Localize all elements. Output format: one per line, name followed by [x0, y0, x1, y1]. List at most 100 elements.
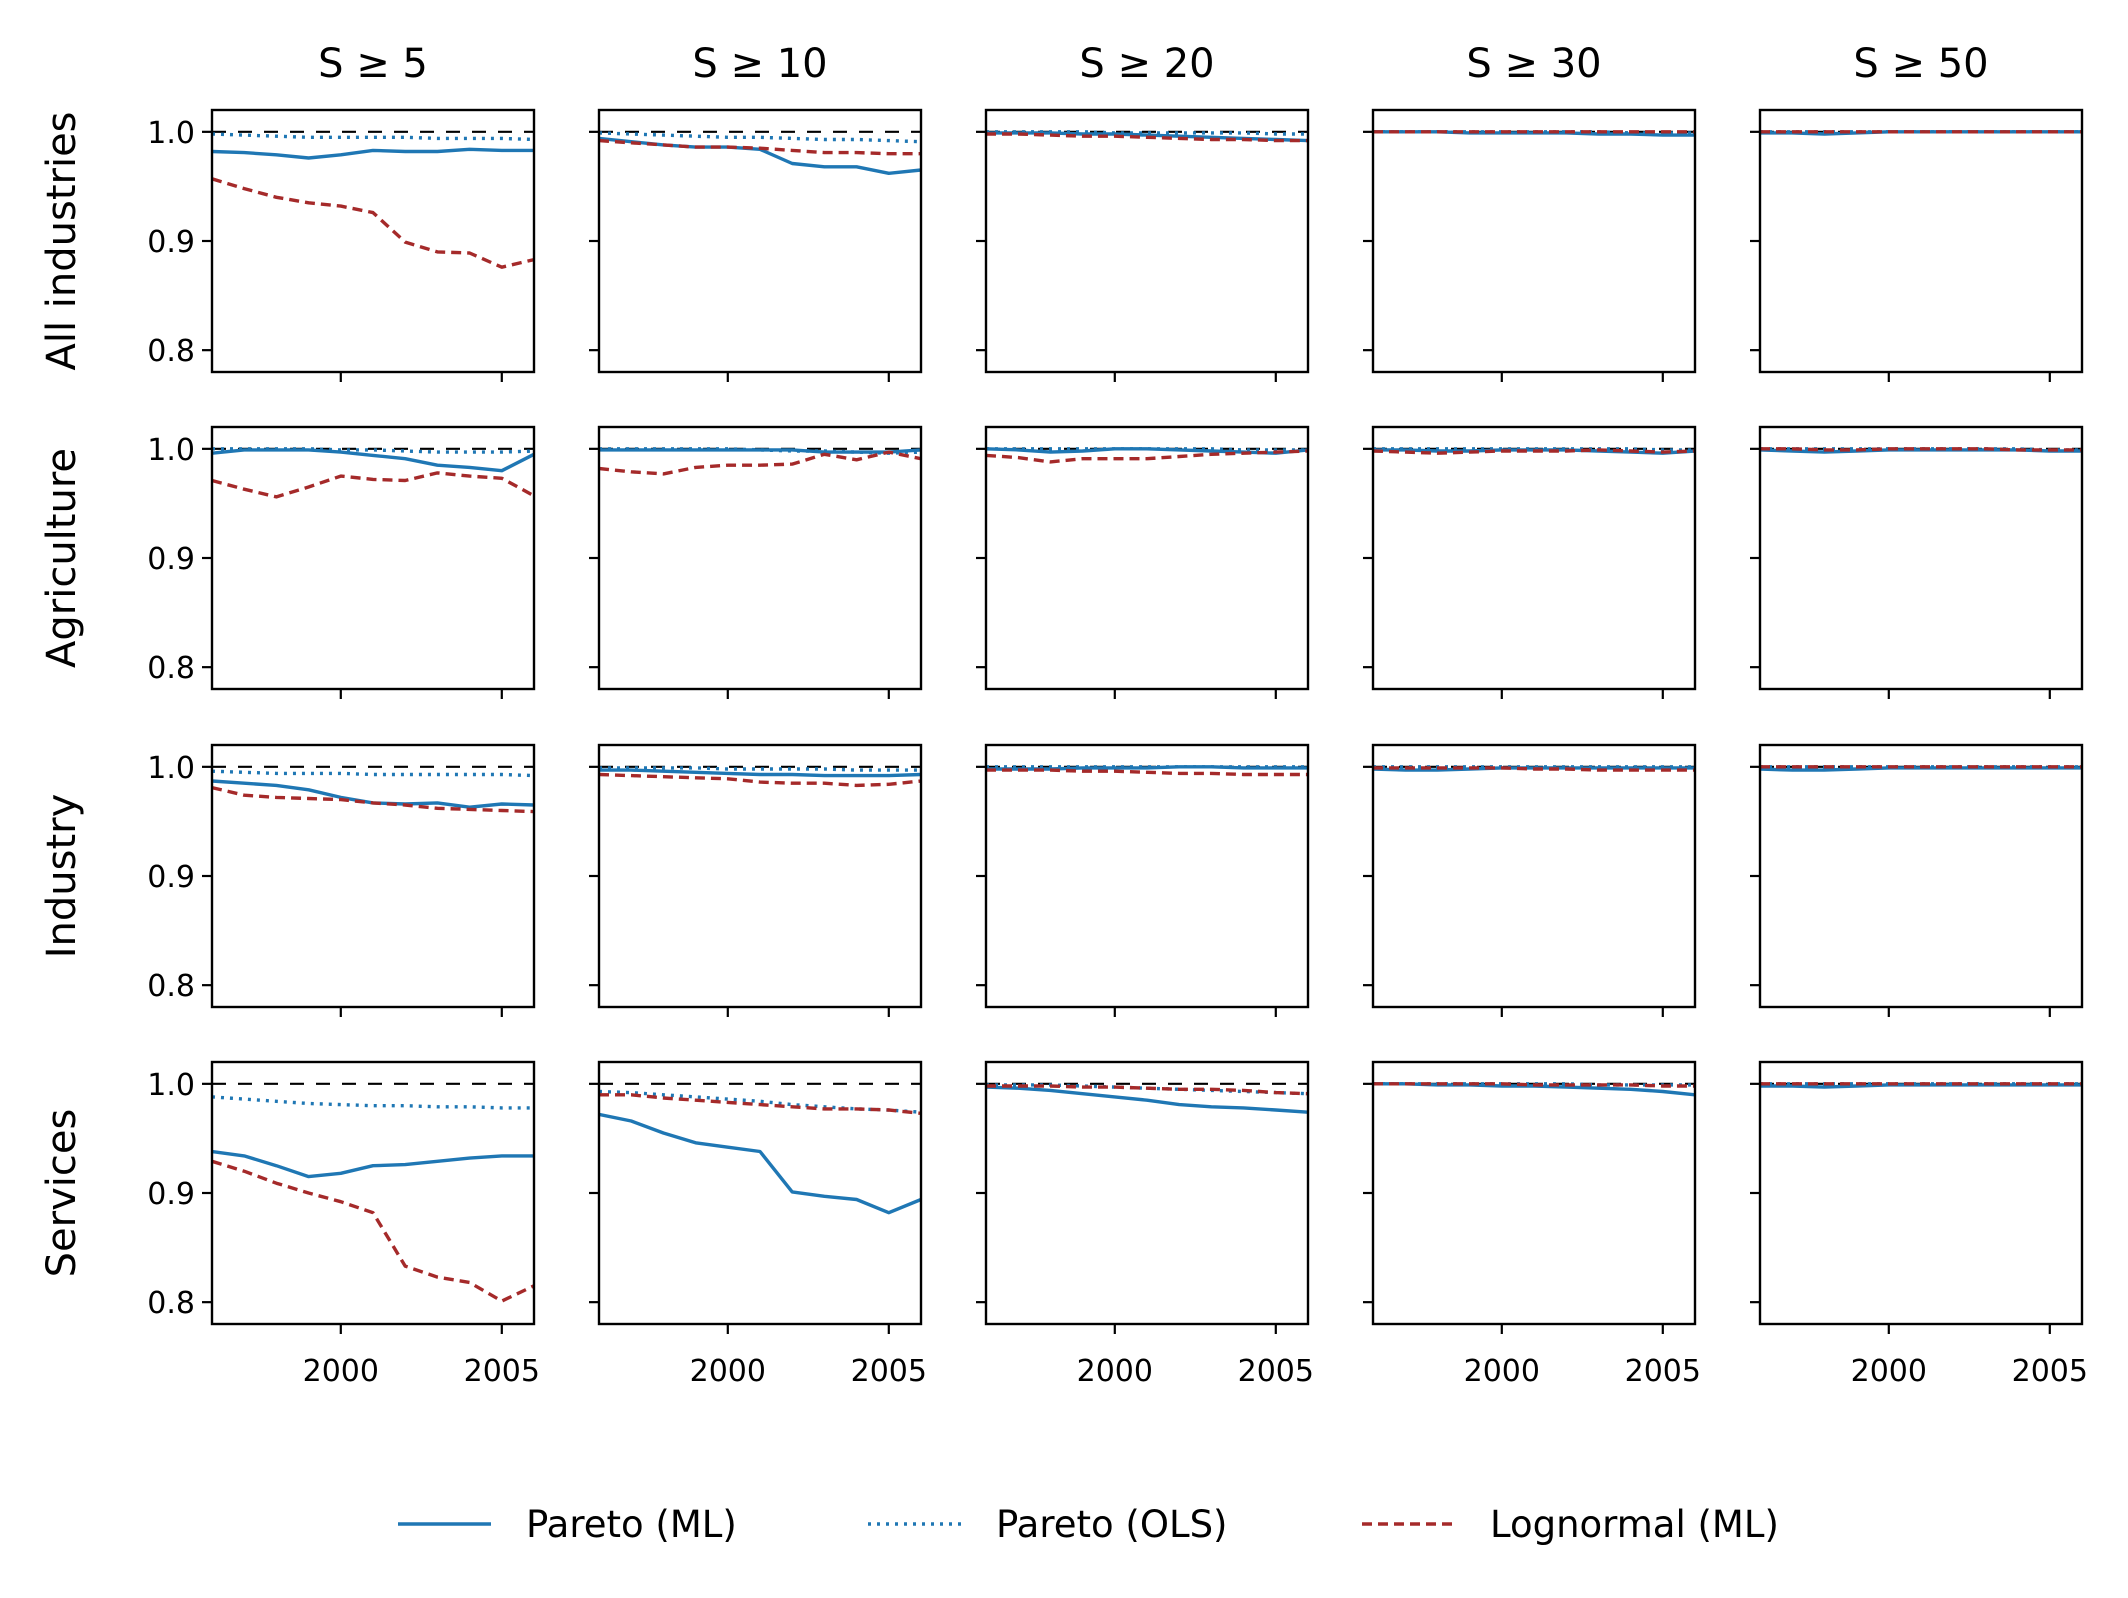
series-line-pareto-ml — [599, 768, 921, 778]
series-line-pareto-ml — [599, 1112, 921, 1215]
series-line-lognormal-ml — [986, 1084, 1308, 1096]
panel-r0-c4: S ≥ 50 — [1750, 41, 2084, 382]
panel-r0-c3: S ≥ 30 — [1363, 41, 1697, 382]
axes-frame — [984, 108, 1310, 374]
series-line-lognormal-ml — [599, 1093, 921, 1115]
series-line-lognormal-ml — [212, 1159, 534, 1303]
series-line-lognormal-ml — [986, 449, 1308, 464]
series-line-lognormal-ml — [1373, 766, 1695, 772]
panel-r3-c0: 0.8 0.9 1.0 2000 2005 Services — [39, 1060, 540, 1389]
y-tick-label: 0.8 — [147, 334, 195, 369]
series-line-pareto-ml — [986, 1085, 1308, 1114]
row-label: Industry — [39, 794, 85, 959]
y-tick-label: 0.8 — [147, 651, 195, 686]
panel-r2-c4 — [1750, 743, 2084, 1017]
y-tick-label: 1.0 — [147, 751, 195, 786]
axes-frame — [1371, 1060, 1697, 1326]
axes-frame — [597, 1060, 923, 1326]
panel-r3-c3: 2000 2005 — [1363, 1060, 1701, 1389]
x-tick-label: 2000 — [1464, 1354, 1540, 1389]
series-line-pareto-ols — [599, 131, 921, 144]
panel-r3-c4: 2000 2005 — [1750, 1060, 2088, 1389]
series-line-pareto-ml — [212, 147, 534, 160]
panel-r2-c3 — [1363, 743, 1697, 1017]
series-line-pareto-ml — [599, 448, 921, 454]
series-line-lognormal-ml — [212, 785, 534, 814]
series-line-lognormal-ml — [986, 132, 1308, 143]
series-line-lognormal-ml — [212, 471, 534, 499]
series-line-lognormal-ml — [986, 768, 1308, 777]
x-tick-label: 2000 — [1851, 1354, 1927, 1389]
series-line-lognormal-ml — [1373, 1082, 1695, 1088]
axes-frame — [1758, 108, 2084, 374]
x-tick-label: 2005 — [464, 1354, 540, 1389]
column-title: S ≥ 10 — [692, 41, 827, 87]
legend-item-pareto-ols: Pareto (OLS) — [868, 1503, 1228, 1546]
axes-frame — [1758, 743, 2084, 1009]
legend: Pareto (ML) Pareto (OLS) Lognormal (ML) — [398, 1503, 1779, 1546]
x-tick-label: 2000 — [1077, 1354, 1153, 1389]
panel-r2-c0: 0.8 0.9 1.0 Industry — [39, 743, 536, 1017]
legend-label: Pareto (ML) — [526, 1503, 737, 1546]
legend-item-lognormal-ml: Lognormal (ML) — [1362, 1503, 1779, 1546]
y-tick-label: 0.9 — [147, 542, 195, 577]
legend-label: Pareto (OLS) — [996, 1503, 1228, 1546]
y-tick-label: 0.9 — [147, 225, 195, 260]
panel-r1-c0: 0.8 0.9 1.0 Agriculture — [39, 425, 536, 699]
panel-r0-c1: S ≥ 10 — [589, 41, 923, 382]
x-tick-label: 2005 — [851, 1354, 927, 1389]
x-tick-label: 2005 — [2012, 1354, 2088, 1389]
series-line-pareto-ml — [986, 447, 1308, 455]
panel-r3-c2: 2000 2005 — [976, 1060, 1314, 1389]
x-tick-label: 2005 — [1238, 1354, 1314, 1389]
panel-r2-c2 — [976, 743, 1310, 1017]
series-line-lognormal-ml — [599, 138, 921, 156]
series-line-pareto-ml — [212, 1149, 534, 1179]
series-line-pareto-ml — [212, 448, 534, 473]
series-line-lognormal-ml — [599, 772, 921, 788]
series-line-lognormal-ml — [599, 450, 921, 476]
x-tick-label: 2000 — [690, 1354, 766, 1389]
panel-r1-c1 — [589, 425, 923, 699]
panel-r2-c1 — [589, 743, 923, 1017]
series-line-pareto-ols — [212, 132, 534, 142]
series-line-lognormal-ml — [212, 177, 534, 269]
y-tick-label: 0.8 — [147, 969, 195, 1004]
y-tick-label: 0.9 — [147, 860, 195, 895]
x-tick-label: 2005 — [1625, 1354, 1701, 1389]
row-label: Agriculture — [39, 448, 85, 668]
series-line-pareto-ols — [212, 1095, 534, 1110]
y-tick-label: 0.8 — [147, 1286, 195, 1321]
legend-label: Lognormal (ML) — [1490, 1503, 1779, 1546]
series-line-lognormal-ml — [1373, 448, 1695, 455]
axes-frame — [1371, 743, 1697, 1009]
axes-frame — [1371, 425, 1697, 691]
panel-r0-c2: S ≥ 20 — [976, 41, 1310, 382]
legend-item-pareto-ml: Pareto (ML) — [398, 1503, 737, 1546]
series-line-pareto-ml — [986, 131, 1308, 143]
y-tick-label: 1.0 — [147, 433, 195, 468]
series-line-lognormal-ml — [1760, 447, 2082, 452]
axes-frame — [1758, 425, 2084, 691]
column-title: S ≥ 5 — [318, 41, 428, 87]
axes-frame — [1371, 108, 1697, 374]
axes-frame — [984, 425, 1310, 691]
panel-r1-c2 — [976, 425, 1310, 699]
panel-r3-c1: 2000 2005 — [589, 1060, 927, 1389]
panel-r1-c3 — [1363, 425, 1697, 699]
axes-frame — [1758, 1060, 2084, 1326]
column-title: S ≥ 30 — [1466, 41, 1601, 87]
x-tick-label: 2000 — [303, 1354, 379, 1389]
row-label: All industries — [39, 111, 85, 370]
column-title: S ≥ 50 — [1853, 41, 1988, 87]
column-title: S ≥ 20 — [1079, 41, 1214, 87]
y-tick-label: 1.0 — [147, 116, 195, 151]
series-line-pareto-ols — [212, 769, 534, 778]
axes-frame — [210, 425, 536, 691]
axes-frame — [984, 743, 1310, 1009]
y-tick-label: 1.0 — [147, 1068, 195, 1103]
axes-frame — [210, 1060, 536, 1326]
panel-r0-c0: 0.8 0.9 1.0 S ≥ 5 All industries — [39, 41, 536, 382]
panel-r1-c4 — [1750, 425, 2084, 699]
